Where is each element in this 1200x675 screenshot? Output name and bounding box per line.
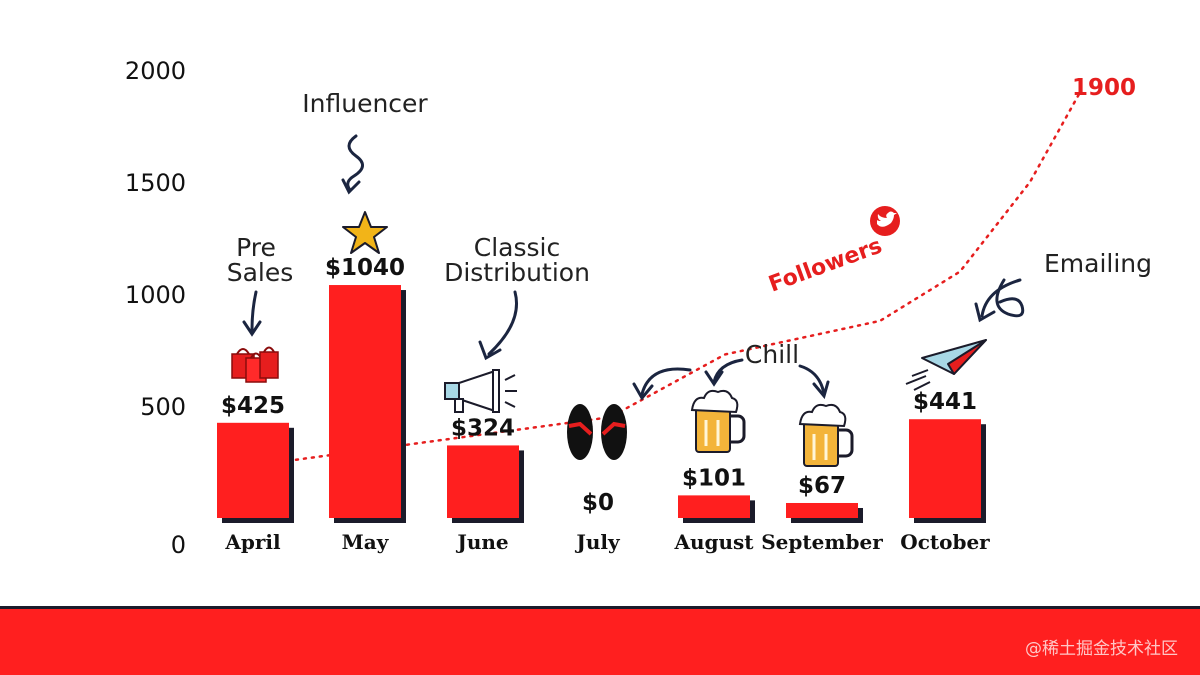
annotation-presales-line1: Pre — [236, 233, 276, 262]
value-labels: $425 $1040 $324 $0 $101 $67 $441 — [221, 255, 977, 516]
data-label: $101 — [682, 465, 746, 491]
emailing-squiggle — [995, 278, 1025, 318]
bar — [678, 495, 750, 518]
chill-arrow-august — [712, 358, 744, 384]
annotation-presales-line2: Sales — [227, 258, 294, 287]
bar — [447, 445, 519, 518]
twitter-bird-icon — [870, 206, 900, 236]
distribution-arrow — [487, 290, 518, 356]
bar — [329, 285, 401, 518]
y-tick-label: 500 — [140, 393, 186, 421]
annotation-distribution-line1: Classic — [474, 233, 560, 262]
watermark: @稀土掘金技术社区 — [1025, 639, 1178, 659]
chill-arrow-august-head — [704, 370, 724, 387]
data-label: $425 — [221, 393, 285, 419]
data-label: $1040 — [325, 255, 405, 281]
x-tick-label: May — [342, 530, 390, 554]
followers-end-label: 1900 — [1072, 75, 1136, 101]
bar — [909, 419, 981, 518]
annotation-arrows — [242, 134, 1025, 401]
y-tick-label: 1500 — [125, 169, 186, 197]
x-tick-label: September — [761, 530, 883, 554]
data-label: $324 — [451, 415, 515, 441]
emailing-arrow-head — [974, 302, 996, 323]
y-axis: 0 500 1000 1500 2000 — [125, 57, 186, 559]
shopping-bags-icon — [231, 346, 279, 383]
x-tick-label: August — [673, 530, 754, 554]
x-tick-label: June — [455, 530, 508, 554]
emailing-arrow — [980, 278, 1022, 318]
y-tick-label: 2000 — [125, 57, 186, 85]
y-tick-label: 0 — [171, 531, 186, 559]
annotation-emailing: Emailing — [1044, 249, 1152, 278]
paper-plane-icon — [905, 339, 987, 391]
beer-mug-icon — [798, 403, 854, 467]
annotation-distribution-line2: Distribution — [444, 258, 590, 287]
footer-band: @稀土掘金技术社区 — [0, 606, 1200, 675]
influencer-arrowhead — [341, 178, 361, 195]
megaphone-icon — [444, 369, 517, 413]
followers-series-label: Followers — [766, 234, 886, 298]
annotation-chill: Chill — [745, 340, 799, 369]
data-label: $0 — [582, 490, 614, 516]
chill-arrow-july-head — [632, 382, 654, 401]
x-tick-label: April — [224, 530, 281, 554]
bar — [786, 502, 858, 518]
chill-arrow-september-head — [812, 380, 830, 400]
star-icon — [342, 211, 388, 254]
distribution-arrowhead — [478, 340, 502, 361]
annotation-influencer: Influencer — [302, 89, 428, 118]
y-tick-label: 1000 — [125, 281, 186, 309]
bar — [217, 422, 289, 518]
beer-mug-icon — [690, 389, 746, 453]
x-tick-label: October — [900, 530, 990, 554]
x-axis: April May June July August September October — [224, 530, 990, 554]
data-label: $441 — [913, 389, 977, 415]
chill-arrow-september — [798, 364, 826, 396]
flip-flops-icon — [567, 404, 627, 460]
chill-arrow-july — [640, 367, 692, 396]
data-label: $67 — [798, 473, 846, 499]
bar-layer — [217, 285, 986, 523]
x-tick-label: July — [574, 530, 621, 554]
presales-arrowhead — [242, 320, 262, 337]
influencer-arrow — [346, 134, 364, 192]
presales-arrow — [250, 290, 258, 332]
